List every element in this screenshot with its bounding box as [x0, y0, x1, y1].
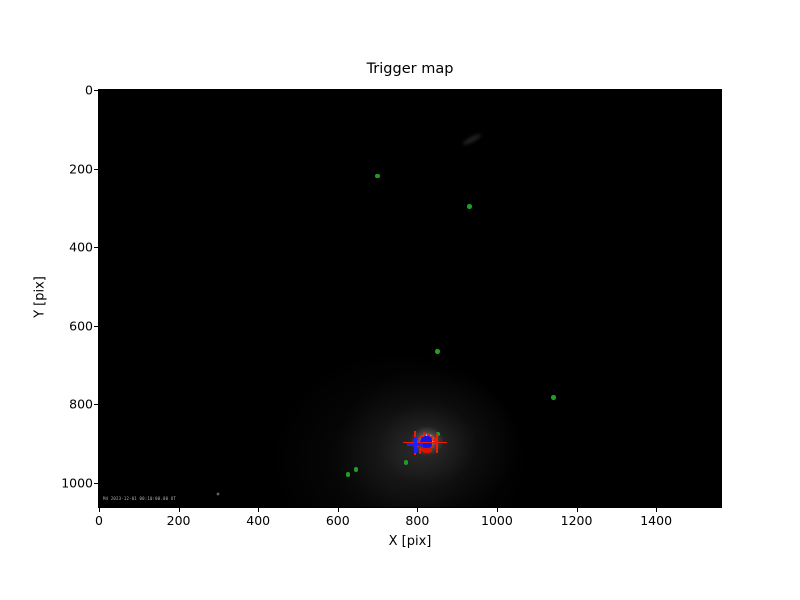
y-tick-label: 600 — [69, 318, 93, 334]
green-point — [435, 349, 440, 354]
x-tick-mark — [178, 508, 180, 512]
y-tick-mark — [94, 325, 98, 327]
x-tick-mark — [99, 508, 100, 512]
y-tick-label: 0 — [85, 82, 93, 98]
x-tick-label: 1200 — [560, 513, 593, 528]
green-point — [375, 173, 380, 179]
red-patch — [421, 447, 432, 453]
x-tick-mark — [258, 508, 260, 512]
x-tick-label: 600 — [325, 513, 350, 528]
plot-title: Trigger map — [366, 61, 454, 77]
x-tick-label: 1000 — [481, 513, 513, 528]
x-axis-label: X [pix] — [388, 534, 432, 549]
cross-v-arm — [436, 432, 439, 453]
green-point — [467, 204, 472, 209]
red-patch — [420, 445, 425, 450]
red-rim-point — [422, 431, 426, 435]
x-tick-label: 1400 — [640, 513, 673, 528]
green-point — [403, 460, 409, 465]
red-rim-point — [423, 433, 426, 437]
y-axis-label: Y [pix] — [32, 276, 48, 318]
red-rim-point — [427, 434, 430, 437]
x-tick-label: 200 — [166, 513, 191, 528]
x-tick-label: 0 — [95, 513, 103, 528]
green-point — [353, 467, 359, 472]
red-rim-point — [426, 432, 430, 436]
blue-blob-part — [423, 435, 432, 444]
blue-cross — [407, 436, 424, 453]
green-point — [345, 472, 351, 477]
y-tick-mark — [94, 247, 98, 249]
y-tick-label: 200 — [69, 161, 93, 177]
y-tick-mark — [94, 168, 98, 170]
red-rim-point — [431, 445, 435, 448]
x-tick-label: 400 — [246, 513, 271, 528]
red-rim-point — [420, 434, 423, 438]
red-cross — [427, 432, 448, 453]
faint-speck — [216, 493, 219, 496]
red-rim-point — [431, 438, 435, 442]
red-rim-point — [434, 438, 437, 441]
y-tick-label: 1000 — [61, 475, 93, 491]
y-tick-mark — [94, 90, 98, 91]
x-tick-mark — [576, 508, 578, 512]
faint-streak — [462, 133, 483, 147]
green-point — [551, 395, 556, 400]
red-rim-point — [418, 451, 422, 454]
watermark-text: M4 2023-12-01 00:10:00.00 UT — [103, 496, 177, 501]
y-tick-mark — [94, 404, 98, 406]
y-tick-label: 800 — [69, 396, 93, 412]
plot-area: M4 2023-12-01 00:10:00.00 UT — [98, 89, 722, 508]
x-tick-mark — [337, 508, 339, 512]
cross-v-arm — [414, 436, 417, 453]
y-tick-mark — [94, 483, 98, 485]
x-tick-label: 800 — [405, 513, 430, 528]
red-rim-point — [417, 437, 421, 441]
wide-faint-glow — [269, 349, 530, 507]
x-tick-mark — [656, 508, 658, 512]
y-tick-label: 400 — [69, 239, 93, 255]
blue-blob-part — [424, 441, 432, 449]
x-tick-mark — [496, 508, 498, 512]
y-axis-label-wrap: Y [pix] — [10, 276, 70, 318]
green-point — [435, 431, 441, 437]
x-tick-mark — [417, 508, 419, 512]
